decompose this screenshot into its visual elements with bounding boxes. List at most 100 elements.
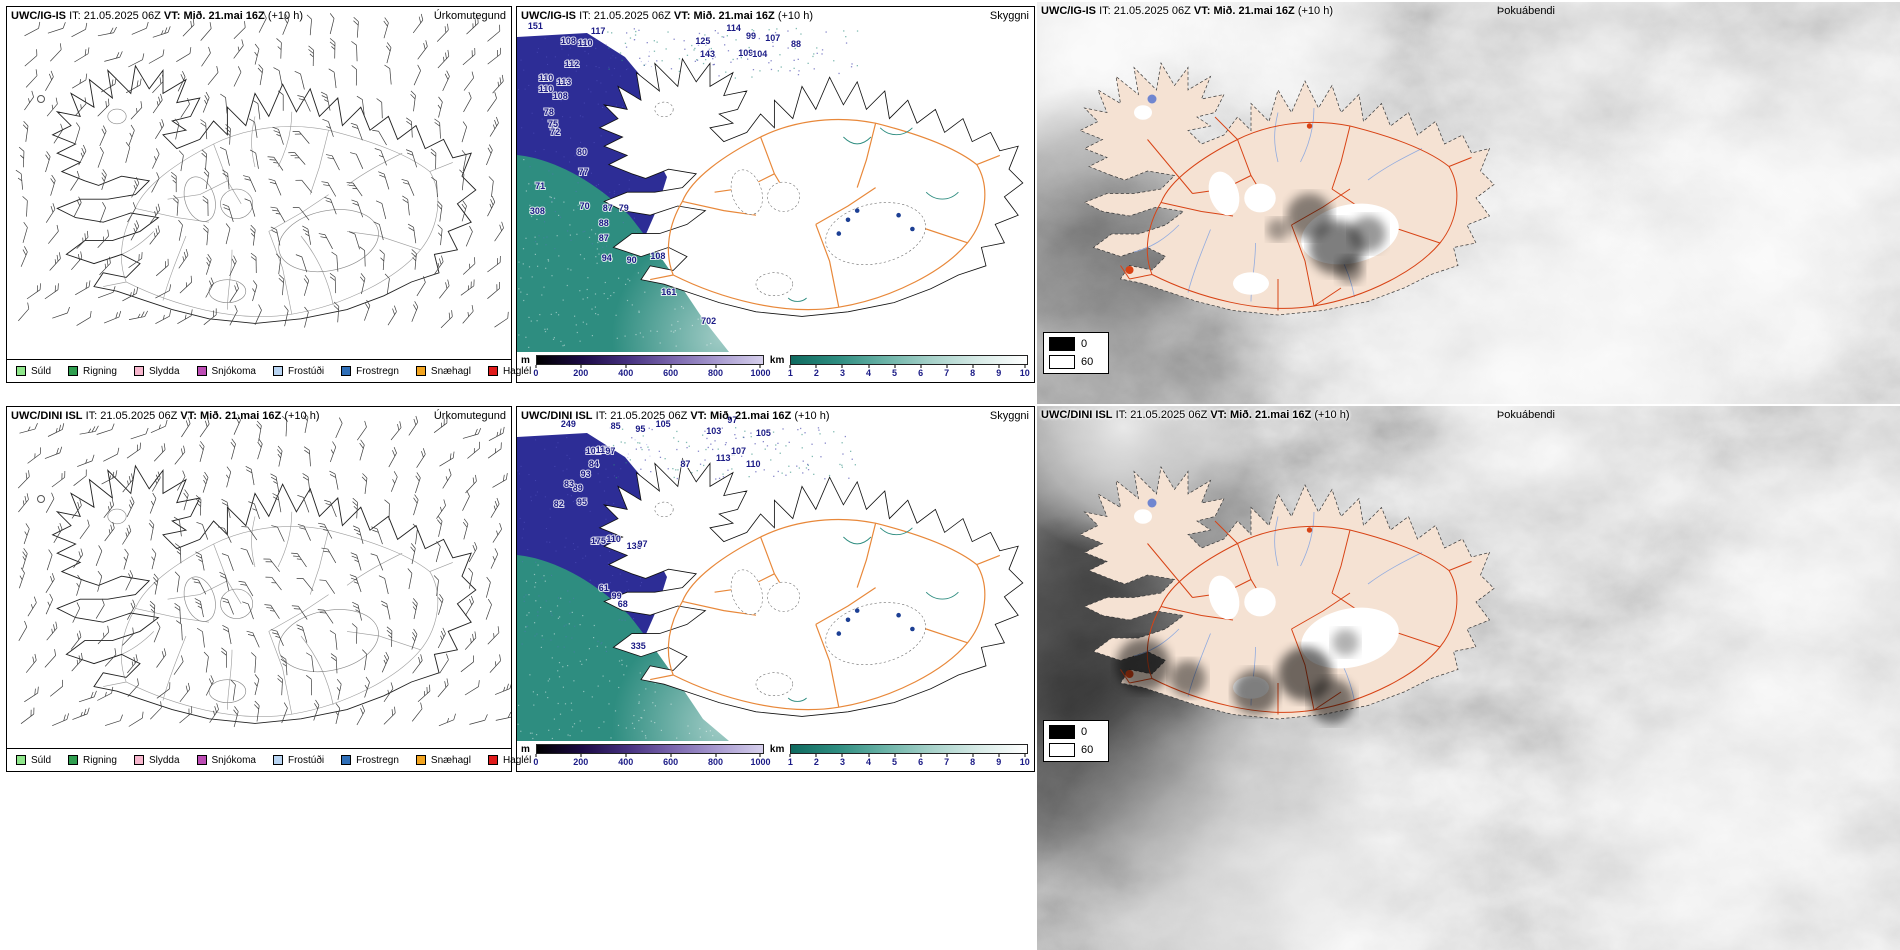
map-value: 87 (680, 459, 690, 469)
scale-tick-label: 8 (970, 368, 976, 378)
map-value: 105 (756, 428, 771, 438)
map-value: 103 (706, 426, 721, 436)
scale-tick (815, 365, 817, 368)
scale-tick (715, 365, 717, 368)
scale-tick-label: 7 (944, 368, 950, 378)
precip-swatch (68, 366, 79, 376)
scale-tick (580, 365, 582, 368)
scale-bar: 1 2 3 4 5 6 7 8 9 10 (788, 355, 1030, 381)
map-value: 108 (650, 251, 665, 261)
it-label: IT: (1115, 409, 1128, 421)
fog-value: 60 (1081, 356, 1094, 368)
vt-offset: (+10 h) (1297, 5, 1333, 17)
scale-gradient (535, 744, 764, 754)
scale-tick (580, 754, 582, 757)
map-value: 117 (591, 26, 606, 36)
panel-header: UWC/IG-IS IT: 21.05.2025 06Z VT: Mið. 21… (521, 10, 813, 22)
it-label: IT: (85, 410, 98, 422)
precip-map (17, 412, 511, 728)
precip-legend-item: Súld (16, 755, 51, 766)
scale-tick-label: 800 (708, 368, 724, 378)
map-value: 95 (577, 497, 587, 507)
scale-tick (1024, 754, 1026, 757)
scale-tick (535, 754, 537, 757)
panel-header: UWC/DINI ISL IT: 21.05.2025 06Z VT: Mið.… (11, 410, 320, 422)
scale-tick (868, 754, 869, 757)
panel-type-label: Skyggni (989, 410, 1029, 422)
scale-tick-label: 4 (865, 368, 872, 378)
precip-legend-item: Frostregn (341, 755, 399, 766)
scale-tick (715, 754, 717, 757)
vt-value: Mið. 21.mai 16Z (1213, 5, 1295, 17)
precip-label: Rigning (83, 754, 117, 766)
map-value: 94 (602, 253, 612, 263)
precip-swatch (16, 755, 26, 765)
fog-swatch (1049, 743, 1075, 757)
scale-tick (535, 365, 537, 368)
fog-swatch (1049, 337, 1075, 351)
precip-label: Slydda (148, 365, 180, 377)
vt-value: Mið. 21.mai 16Z (183, 10, 265, 22)
map-value: 90 (627, 255, 637, 265)
map-value: 110 (539, 84, 554, 94)
map-value: 702 (701, 316, 716, 326)
map-value: 95 (635, 424, 645, 434)
model-name: UWC/DINI ISL (521, 410, 593, 422)
it-label: IT: (595, 410, 608, 422)
precip-legend-item: Snæhagl (415, 366, 471, 377)
map-value: 97 (727, 415, 737, 425)
panel-type-label: Úrkomutegund (433, 410, 506, 422)
map-value: 61 (599, 583, 609, 593)
panel-fog-dini: UWC/DINI ISL IT: 21.05.2025 06Z VT: Mið.… (1037, 406, 1900, 950)
map-value: 99 (746, 31, 756, 41)
map-value: 110 (606, 534, 621, 544)
map-value: 108 (561, 36, 576, 46)
precip-legend-item: Snjókoma (196, 755, 256, 766)
scale-tick-label: 6 (918, 368, 924, 378)
scale-unit: km (769, 355, 785, 366)
it-value: 21.05.2025 06Z (593, 10, 671, 22)
scale-tick-label: 400 (618, 368, 634, 378)
scale-bar: 0 200 400 600 800 1000 (533, 355, 771, 381)
scale-tick-label: 1 (787, 757, 793, 767)
model-name: UWC/DINI ISL (11, 410, 83, 422)
it-label: IT: (1099, 5, 1111, 17)
precip-swatch (133, 755, 144, 765)
precip-legend-item: Slydda (133, 365, 180, 377)
fog-legend: 0 60 (1043, 720, 1109, 762)
map-value: 80 (577, 147, 587, 157)
precip-swatch (341, 366, 352, 376)
vt-label: VT: (1210, 409, 1227, 421)
map-value: 89 (573, 483, 583, 493)
fog-value: 60 (1081, 744, 1094, 756)
map-value: 143 (700, 49, 715, 59)
map-value: 70 (580, 201, 590, 211)
map-value: 72 (550, 127, 560, 137)
scale-tick-label: 9 (996, 757, 1002, 767)
map-value: 99 (612, 591, 622, 601)
panel-header: UWC/DINI ISL IT: 21.05.2025 06Z VT: Mið.… (1041, 409, 1350, 421)
map-scalebars: m 0 200 400 600 800 1000 km 1 2 3 4 5 6 7 8 9 10 (521, 744, 1032, 770)
panel-header: UWC/IG-IS IT: 21.05.2025 06Z VT: Mið. 21… (1041, 5, 1333, 17)
map-value: 77 (579, 167, 589, 177)
map-scalebars: m 0 200 400 600 800 1000 km 1 2 3 4 5 6 7 8 9 10 (521, 355, 1032, 381)
scale-tick (670, 365, 672, 368)
scale-tick-label: 1000 (750, 757, 771, 767)
map-value: 105 (656, 419, 671, 429)
it-value: 21.05.2025 06Z (100, 410, 178, 422)
precip-swatch (341, 755, 352, 765)
map-value: 68 (618, 599, 628, 609)
fog-legend: 0 60 (1043, 332, 1109, 374)
precip-legend-item: Haglél (487, 366, 531, 377)
precip-label: Frostúði (287, 365, 325, 377)
precip-label: Slydda (148, 754, 180, 766)
scale-tick-label: 3 (839, 757, 845, 767)
map-value: 112 (565, 59, 580, 69)
panel-visibility-dini: 249 85 105 97 103 105 95 87 107 113 110 101 117 97 84 9… (516, 406, 1035, 772)
precip-swatch (487, 366, 498, 376)
map-value: 101 (586, 446, 601, 456)
precip-label: Snjókoma (211, 365, 256, 377)
vt-value: Mið. 21.mai 16Z (709, 410, 792, 422)
fog-legend-item: 60 (1049, 355, 1103, 369)
